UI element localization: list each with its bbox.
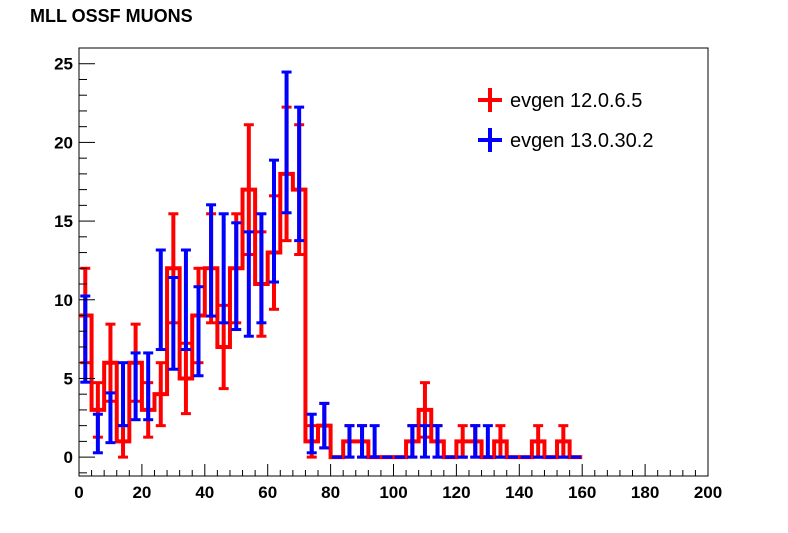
series-2-point (256, 212, 267, 325)
legend: evgen 12.0.6.5 evgen 13.0.30.2 (478, 88, 653, 152)
x-tick-label: 180 (631, 483, 659, 502)
series-2-point (193, 285, 204, 378)
series-2-point (369, 424, 380, 459)
series-2-point (155, 248, 166, 352)
x-tick-label: 40 (195, 483, 214, 502)
chart-title: MLL OSSF MUONS (30, 6, 193, 26)
series-2-point (105, 391, 116, 445)
series-2-point (281, 70, 292, 215)
y-tick-label: 25 (54, 55, 73, 74)
series-1-line (79, 171, 583, 460)
series-2-point (80, 294, 91, 384)
series-2-point (92, 412, 103, 455)
series-2-point (482, 424, 493, 459)
series-2-point (357, 424, 368, 459)
y-tick-label: 15 (54, 212, 73, 231)
y-tick-label: 20 (54, 133, 73, 152)
series-2-point (294, 105, 305, 243)
series-2-point (344, 424, 355, 459)
series-2-point (143, 351, 154, 422)
legend-item: evgen 13.0.30.2 (478, 128, 653, 152)
series-1-histogram (79, 171, 583, 460)
series-2-point (180, 248, 191, 352)
x-tick-label: 60 (258, 483, 277, 502)
series-2-point (243, 230, 254, 338)
x-tick-label: 200 (694, 483, 722, 502)
series-2-point (432, 424, 443, 459)
series-2-point (419, 424, 430, 459)
series-2-error-bars (80, 70, 581, 459)
series-2-point (319, 401, 330, 450)
legend-label: evgen 12.0.6.5 (510, 90, 642, 112)
x-tick-label: 160 (568, 483, 596, 502)
series-2-point (306, 412, 317, 455)
series-2-point (206, 203, 217, 318)
series-2-point (268, 158, 279, 284)
x-tick-label: 140 (505, 483, 533, 502)
series-2-point (407, 424, 418, 459)
x-tick-label: 80 (321, 483, 340, 502)
x-tick-label: 20 (132, 483, 151, 502)
x-tick-label: 0 (74, 483, 83, 502)
y-tick-label: 0 (64, 448, 73, 467)
y-tick-label: 10 (54, 291, 73, 310)
x-tick-label: 120 (442, 483, 470, 502)
series-2-point (218, 212, 229, 325)
x-tick-label: 100 (379, 483, 407, 502)
series-2-point (118, 361, 129, 428)
legend-item: evgen 12.0.6.5 (478, 88, 642, 112)
axes: 0 20 40 60 80 100 120 140 160 180 200 0 5 10 15 20 25 (54, 47, 722, 502)
series-2-point (470, 424, 481, 459)
series-2-point (168, 275, 179, 371)
series-2-point (130, 351, 141, 422)
series-2-point (231, 221, 242, 332)
legend-label: evgen 13.0.30.2 (510, 130, 653, 152)
y-tick-label: 5 (64, 369, 73, 388)
